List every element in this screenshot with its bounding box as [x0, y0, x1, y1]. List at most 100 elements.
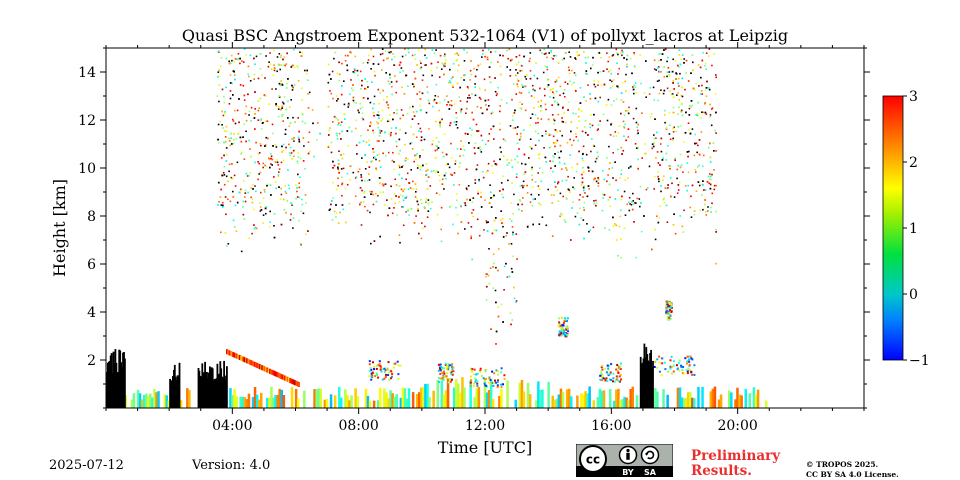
aerosol-bin — [253, 387, 257, 408]
scatter-cell — [250, 196, 252, 199]
scatter-cell — [481, 139, 484, 142]
scatter-cell — [243, 99, 246, 101]
scatter-cell — [561, 168, 563, 170]
cc-by-sa-license-badge[interactable]: cc BY SA — [576, 444, 673, 477]
scatter-cell — [354, 195, 357, 197]
scatter-cell — [352, 84, 354, 86]
scatter-cell — [232, 120, 235, 122]
layer-cell — [378, 360, 381, 363]
scatter-cell — [408, 214, 410, 216]
scatter-cell — [419, 60, 421, 62]
scatter-cell — [571, 144, 573, 146]
layer-cell — [564, 319, 567, 322]
scatter-cell — [491, 232, 494, 235]
scatter-cell — [228, 137, 230, 140]
plume-cell — [253, 361, 256, 367]
scatter-cell — [449, 124, 451, 127]
layer-cell — [669, 314, 672, 317]
scatter-cell — [696, 112, 699, 115]
scatter-cell — [570, 130, 572, 133]
scatter-cell — [487, 274, 490, 277]
x-tick-label: 20:00 — [717, 418, 757, 434]
scatter-cell — [470, 237, 472, 240]
aerosol-bin — [440, 380, 444, 408]
scatter-cell — [563, 112, 565, 114]
scatter-cell — [615, 239, 618, 241]
scatter-cell — [229, 177, 232, 180]
layer-cell — [669, 309, 672, 311]
layer-cell — [607, 368, 610, 371]
scatter-cell — [401, 177, 403, 180]
scatter-cell — [232, 118, 234, 121]
scatter-cell — [554, 145, 556, 148]
scatter-cell — [511, 166, 514, 168]
scatter-cell — [468, 142, 470, 144]
cloud-bin — [201, 363, 204, 408]
scatter-cell — [531, 204, 534, 207]
plume-cell — [226, 349, 228, 355]
scatter-cell — [578, 120, 580, 122]
aerosol-bin — [368, 400, 372, 408]
scatter-cell — [364, 180, 366, 182]
scatter-cell — [457, 64, 460, 67]
layer-cell — [564, 332, 567, 335]
cloud-bin — [226, 366, 228, 408]
layer-cell — [471, 368, 474, 371]
scatter-cell — [683, 62, 685, 64]
scatter-cell — [557, 61, 560, 64]
layer-cell — [492, 384, 495, 387]
scatter-cell — [367, 86, 369, 88]
scatter-cell — [302, 113, 304, 116]
scatter-cell — [543, 88, 546, 90]
scatter-cell — [217, 71, 220, 73]
layer-cell — [375, 372, 378, 374]
aerosol-bin — [586, 393, 589, 408]
scatter-cell — [275, 187, 277, 190]
scatter-cell — [704, 64, 706, 67]
scatter-cell — [485, 104, 487, 106]
scatter-cell — [355, 144, 358, 147]
scatter-cell — [398, 64, 401, 66]
aerosol-bin — [255, 394, 259, 408]
layer-cell — [684, 357, 687, 360]
scatter-cell — [610, 123, 612, 126]
scatter-cell — [372, 132, 375, 134]
scatter-cell — [399, 128, 401, 131]
scatter-cell — [333, 164, 336, 167]
scatter-cell — [626, 63, 628, 66]
scatter-cell — [327, 146, 330, 148]
scatter-cell — [388, 119, 390, 122]
scatter-cell — [292, 149, 295, 152]
scatter-cell — [710, 124, 713, 127]
scatter-cell — [284, 64, 286, 67]
aerosol-bin — [167, 400, 171, 408]
layer-cell — [474, 378, 477, 381]
scatter-cell — [260, 118, 263, 120]
scatter-cell — [715, 132, 717, 134]
footer-version: Version: 4.0 — [192, 458, 271, 473]
scatter-cell — [546, 56, 548, 59]
scatter-cell — [261, 74, 263, 77]
scatter-cell — [474, 179, 477, 181]
scatter-cell — [711, 107, 714, 109]
scatter-cell — [631, 208, 634, 211]
scatter-cell — [635, 256, 637, 259]
scatter-cell — [396, 109, 398, 111]
layer-cell — [495, 369, 498, 372]
scatter-cell — [695, 190, 698, 192]
scatter-cell — [250, 155, 252, 158]
scatter-cell — [426, 91, 429, 94]
scatter-cell — [479, 98, 482, 100]
scatter-cell — [660, 71, 662, 73]
scatter-cell — [556, 189, 559, 192]
scatter-cell — [382, 89, 384, 92]
scatter-cell — [694, 169, 697, 171]
scatter-cell — [444, 62, 446, 65]
scatter-cell — [700, 90, 703, 92]
scatter-cell — [258, 107, 260, 109]
scatter-cell — [632, 88, 635, 91]
layer-cell — [560, 324, 563, 327]
scatter-cell — [361, 106, 364, 109]
aerosol-bin — [391, 393, 394, 408]
scatter-cell — [372, 107, 374, 110]
